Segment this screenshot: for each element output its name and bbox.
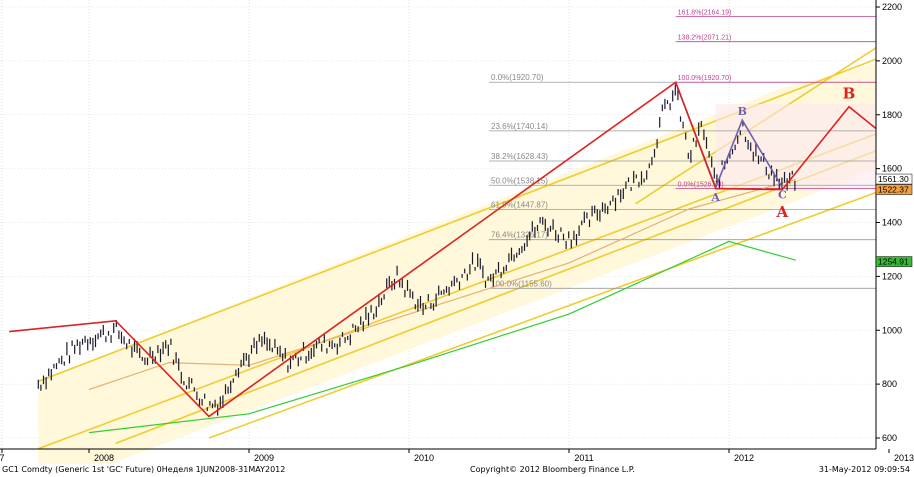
y-axis-label: 1800 — [882, 110, 902, 120]
price-tag-label: 1522.37 — [878, 185, 909, 195]
fibonacci-label: 23.6%(1740.14) — [491, 122, 548, 131]
wave-label: C — [778, 188, 787, 201]
chart-footer: GC1 Comdty (Generic 1st 'GC' Future) 0Не… — [0, 464, 914, 477]
y-axis-label: 1200 — [882, 271, 902, 281]
channel-line — [37, 43, 914, 383]
x-axis-label: 2009 — [254, 453, 274, 463]
channel-line — [208, 177, 914, 439]
x-axis-label: 2013 — [894, 453, 914, 463]
price-tag — [875, 173, 913, 185]
y-axis-label: 600 — [882, 433, 897, 443]
fib-extension-zone — [715, 103, 876, 191]
wave-label: A — [776, 203, 789, 221]
y-axis-background — [876, 0, 914, 464]
price-tag-label: 1254.91 — [878, 257, 909, 267]
footer-copyright: Copyright© 2012 Bloomberg Finance L.P. — [470, 465, 635, 474]
fibonacci-label: 50.0%(1538.15) — [491, 176, 548, 185]
y-axis-label: 1000 — [882, 325, 902, 335]
fibonacci-label: 0.0%(1920.70) — [491, 73, 544, 82]
price-tag — [875, 184, 913, 195]
y-axis-label: 2200 — [882, 2, 902, 12]
wave-label: B — [843, 85, 856, 103]
fibonacci-label: 38.2%(1628.43) — [491, 152, 548, 161]
x-axis-label: 7 — [0, 453, 5, 463]
y-axis-label: 800 — [882, 379, 897, 389]
fibonacci-label: 100.0%(1155.60) — [491, 279, 552, 288]
wave-label: A — [710, 191, 720, 204]
fib-extension-label: 0.0%(1526.70) — [678, 181, 724, 188]
wave-label: B — [738, 105, 747, 118]
price-chart: 0.0%(1920.70) 23.6%(1740.14) 38.2%(1628.43… — [0, 0, 914, 464]
y-axis-label: 2000 — [882, 56, 902, 66]
price-tag-label: 1561.30 — [878, 174, 909, 184]
x-axis-label: 2011 — [574, 453, 593, 463]
fib-extension-label: 100.0%(1920.70) — [678, 75, 732, 82]
channel-fill — [38, 53, 914, 464]
x-axis-label: 2008 — [94, 453, 114, 463]
x-axis-label: 2010 — [414, 453, 434, 463]
fib-extension-label: 161.8%(2164.19) — [678, 10, 732, 17]
footer-security-info: GC1 Comdty (Generic 1st 'GC' Future) 0Не… — [2, 465, 286, 474]
y-axis-label: 1400 — [882, 218, 902, 228]
fib-extension-label: 138.2%(2071.21) — [678, 35, 732, 42]
moving-average-line — [88, 240, 796, 434]
y-axis-label: 1600 — [882, 164, 902, 174]
fibonacci-label: 61.8%(1447.87) — [491, 201, 548, 210]
footer-timestamp: 31-May-2012 09:09:54 — [818, 465, 910, 474]
price-tag — [875, 256, 913, 267]
fibonacci-label: 76.4%(1336.17) — [491, 231, 548, 240]
moving-average-line — [88, 178, 796, 391]
x-axis-label: 2012 — [734, 453, 754, 463]
